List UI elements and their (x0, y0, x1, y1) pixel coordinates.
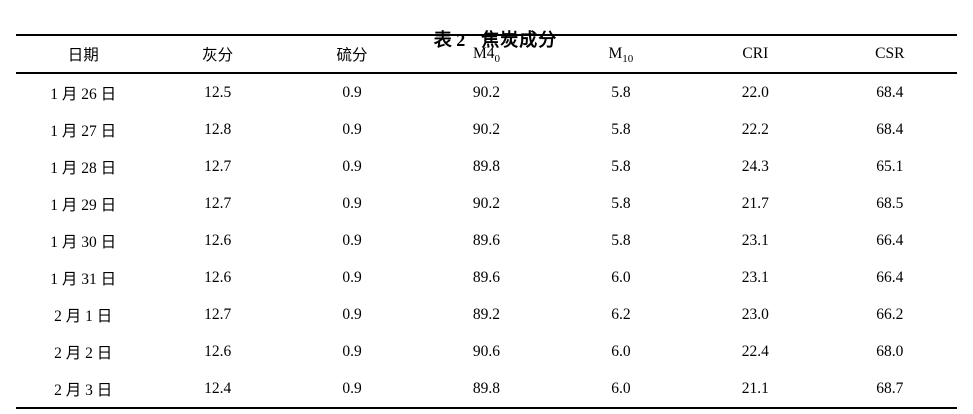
value-cell: 68.4 (876, 83, 904, 101)
value-cell: 68.4 (876, 120, 904, 138)
value-cell: 0.9 (342, 157, 362, 175)
column-header-5: CRI (688, 35, 822, 73)
value-cell: 12.6 (204, 342, 232, 360)
value-cell: 6.0 (611, 379, 631, 397)
value-cell: 5.8 (611, 83, 631, 101)
table-row: 1 月 28 日 12.7 0.9 89.8 5.8 24.3 65.1 (16, 148, 957, 185)
table-row: 2 月 1 日 12.7 0.9 89.2 6.2 23.0 66.2 (16, 296, 957, 333)
table-header-row: 日期 灰分 硫分 M40 M10 CRI CSR (16, 35, 957, 73)
value-cell: 89.8 (472, 157, 501, 175)
value-cell: 6.2 (611, 305, 631, 323)
table-row: 1 月 29 日 12.7 0.9 90.2 5.8 21.7 68.5 (16, 185, 957, 222)
value-cell: 89.6 (472, 268, 501, 286)
value-cell: 0.9 (342, 194, 362, 212)
value-cell: 12.6 (204, 268, 232, 286)
value-cell: 0.9 (342, 305, 362, 323)
date-cell: 1 月 29 日 (50, 196, 117, 214)
value-cell: 0.9 (342, 83, 362, 101)
value-cell: 12.6 (204, 231, 232, 249)
value-cell: 68.7 (876, 379, 904, 397)
value-cell: 89.8 (472, 379, 501, 397)
table-row: 1 月 26 日 12.5 0.9 90.2 5.8 22.0 68.4 (16, 73, 957, 111)
value-cell: 0.9 (342, 342, 362, 360)
value-cell: 66.4 (876, 268, 904, 286)
value-cell: 5.8 (611, 120, 631, 138)
value-cell: 68.0 (876, 342, 904, 360)
value-cell: 5.8 (611, 194, 631, 212)
table-row: 2 月 3 日 12.4 0.9 89.8 6.0 21.1 68.7 (16, 370, 957, 408)
table-body: 1 月 26 日 12.5 0.9 90.2 5.8 22.0 68.4 1 月 27 日 12… (16, 73, 957, 408)
value-cell: 12.7 (204, 157, 232, 175)
column-header-label: 硫分 (336, 47, 368, 64)
value-cell: 12.4 (204, 379, 232, 397)
value-cell: 21.1 (741, 379, 769, 397)
column-header-label: M4 (472, 45, 495, 62)
column-header-0: 日期 (16, 35, 150, 73)
date-cell: 2 月 1 日 (54, 307, 113, 325)
column-header-4: M10 (554, 35, 688, 73)
table-caption-title: 焦炭成分 (481, 30, 558, 50)
column-header-subscript: 0 (494, 53, 501, 66)
value-cell: 68.5 (876, 194, 904, 212)
value-cell: 5.8 (611, 231, 631, 249)
value-cell: 22.0 (741, 83, 769, 101)
table-row: 1 月 30 日 12.6 0.9 89.6 5.8 23.1 66.4 (16, 222, 957, 259)
date-cell: 1 月 28 日 (50, 159, 117, 177)
value-cell: 12.7 (204, 305, 232, 323)
value-cell: 0.9 (342, 268, 362, 286)
value-cell: 23.0 (741, 305, 769, 323)
column-header-label: 日期 (67, 47, 99, 64)
column-header-3: M40 (419, 35, 553, 73)
column-header-2: 硫分 (285, 35, 419, 73)
date-cell: 1 月 27 日 (50, 122, 117, 140)
date-cell: 1 月 26 日 (50, 85, 117, 103)
value-cell: 6.0 (611, 342, 631, 360)
column-header-label: M (608, 45, 623, 62)
value-cell: 0.9 (342, 120, 362, 138)
value-cell: 23.1 (741, 268, 769, 286)
value-cell: 5.8 (611, 157, 631, 175)
value-cell: 90.6 (472, 342, 501, 360)
date-cell: 1 月 31 日 (50, 270, 117, 288)
value-cell: 0.9 (342, 231, 362, 249)
value-cell: 65.1 (876, 157, 904, 175)
column-header-label: CSR (875, 45, 905, 62)
value-cell: 24.3 (741, 157, 769, 175)
value-cell: 66.2 (876, 305, 904, 323)
value-cell: 12.5 (204, 83, 232, 101)
value-cell: 21.7 (741, 194, 769, 212)
value-cell: 12.7 (204, 194, 232, 212)
value-cell: 22.4 (741, 342, 769, 360)
value-cell: 23.1 (741, 231, 769, 249)
value-cell: 89.2 (472, 305, 501, 323)
value-cell: 90.2 (472, 194, 501, 212)
table-row: 1 月 27 日 12.8 0.9 90.2 5.8 22.2 68.4 (16, 111, 957, 148)
value-cell: 12.8 (204, 120, 232, 138)
date-cell: 2 月 3 日 (54, 381, 113, 399)
table-caption-number: 表 2 (433, 30, 466, 50)
value-cell: 6.0 (611, 268, 631, 286)
value-cell: 22.2 (741, 120, 769, 138)
column-header-label: CRI (742, 45, 769, 62)
column-header-label: 灰分 (202, 47, 234, 64)
column-header-6: CSR (823, 35, 957, 73)
column-header-subscript: 10 (622, 53, 634, 66)
value-cell: 89.6 (472, 231, 501, 249)
date-cell: 2 月 2 日 (54, 344, 113, 362)
value-cell: 90.2 (472, 83, 501, 101)
column-header-1: 灰分 (150, 35, 284, 73)
table-row: 2 月 2 日 12.6 0.9 90.6 6.0 22.4 68.0 (16, 333, 957, 370)
value-cell: 90.2 (472, 120, 501, 138)
coke-composition-table: 日期 灰分 硫分 M40 M10 CRI CSR 1 月 26 日 12.5 0.9 90.2 5.… (16, 34, 957, 409)
table-header: 日期 灰分 硫分 M40 M10 CRI CSR (16, 35, 957, 73)
value-cell: 0.9 (342, 379, 362, 397)
value-cell: 66.4 (876, 231, 904, 249)
date-cell: 1 月 30 日 (50, 233, 117, 251)
table-caption: 表 2 焦炭成分 (0, 7, 973, 73)
table-row: 1 月 31 日 12.6 0.9 89.6 6.0 23.1 66.4 (16, 259, 957, 296)
